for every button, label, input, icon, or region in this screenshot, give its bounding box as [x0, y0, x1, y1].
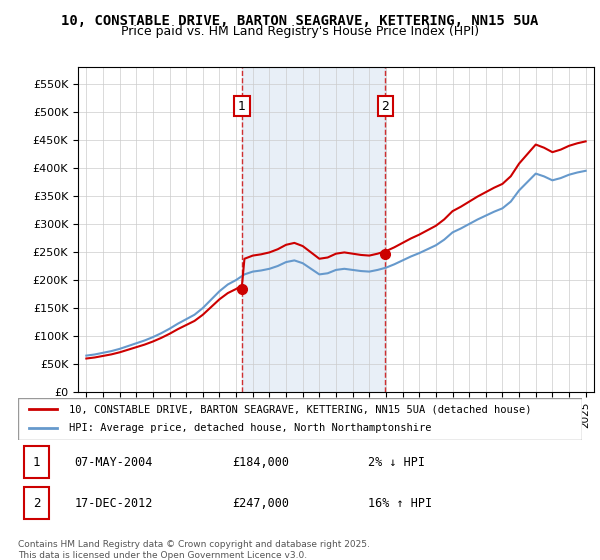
Text: 16% ↑ HPI: 16% ↑ HPI — [368, 497, 432, 510]
Text: 10, CONSTABLE DRIVE, BARTON SEAGRAVE, KETTERING, NN15 5UA (detached house): 10, CONSTABLE DRIVE, BARTON SEAGRAVE, KE… — [69, 404, 531, 414]
Text: 10, CONSTABLE DRIVE, BARTON SEAGRAVE, KETTERING, NN15 5UA: 10, CONSTABLE DRIVE, BARTON SEAGRAVE, KE… — [61, 14, 539, 28]
FancyBboxPatch shape — [23, 446, 49, 478]
Text: HPI: Average price, detached house, North Northamptonshire: HPI: Average price, detached house, Nort… — [69, 423, 431, 433]
Text: 07-MAY-2004: 07-MAY-2004 — [74, 456, 153, 469]
FancyBboxPatch shape — [18, 398, 582, 440]
FancyBboxPatch shape — [23, 487, 49, 520]
Text: 1: 1 — [33, 456, 40, 469]
Text: Contains HM Land Registry data © Crown copyright and database right 2025.
This d: Contains HM Land Registry data © Crown c… — [18, 540, 370, 560]
Text: 2: 2 — [382, 100, 389, 113]
Text: £247,000: £247,000 — [232, 497, 289, 510]
Text: Price paid vs. HM Land Registry's House Price Index (HPI): Price paid vs. HM Land Registry's House … — [121, 25, 479, 38]
Text: 1: 1 — [238, 100, 246, 113]
Text: £184,000: £184,000 — [232, 456, 289, 469]
Text: 17-DEC-2012: 17-DEC-2012 — [74, 497, 153, 510]
Bar — [242, 67, 385, 392]
Text: 2% ↓ HPI: 2% ↓ HPI — [368, 456, 425, 469]
Text: 2: 2 — [33, 497, 40, 510]
